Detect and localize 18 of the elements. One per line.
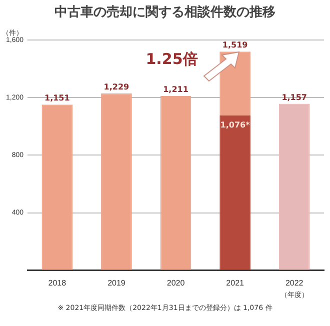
x-tick-label: 2021 [226,278,245,288]
x-tick-label: 2019 [108,278,126,288]
bar [42,104,73,270]
bar [278,104,310,270]
data-label: 1,076* [220,120,251,130]
data-label: 1,151 [44,94,70,103]
bar [160,96,192,270]
x-tick-label: 2022 [285,278,304,288]
x-tick-label: 2018 [48,278,67,288]
total-label: 1,519 [222,40,248,50]
data-label: 1,229 [104,82,130,92]
annotation: 1.25倍 [146,50,198,69]
data-label: 1,211 [163,85,189,94]
chart-title: 中古車の売却に関する相談件数の推移 [54,4,276,21]
bar [101,93,132,270]
x-tick-label: 2020 [166,278,186,288]
data-label: 1,157 [282,92,308,102]
bar [220,115,250,270]
